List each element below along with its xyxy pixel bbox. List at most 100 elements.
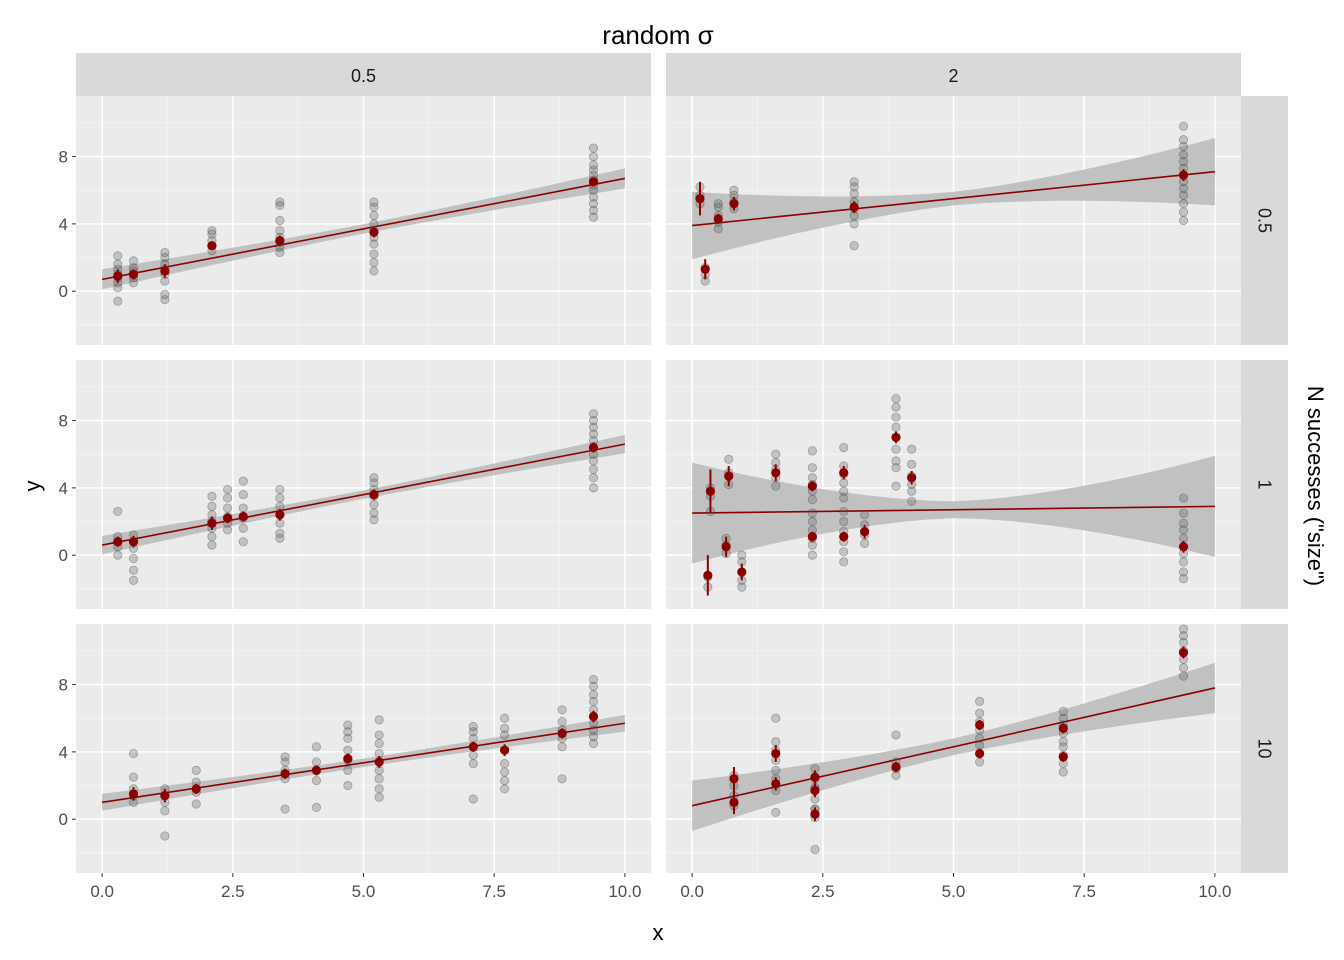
raw-point	[907, 444, 917, 454]
raw-point	[374, 738, 384, 749]
raw-point	[839, 478, 849, 488]
raw-point	[849, 182, 859, 192]
mean-point	[771, 779, 781, 789]
raw-point	[588, 674, 599, 685]
fit-line	[102, 722, 625, 804]
raw-point	[468, 722, 478, 732]
raw-point	[160, 252, 170, 263]
raw-point	[713, 202, 723, 212]
raw-point	[311, 802, 322, 812]
raw-point	[207, 540, 217, 550]
raw-point	[207, 225, 217, 236]
y-tick-label: 4	[59, 215, 68, 234]
mean-point	[724, 471, 734, 481]
mean-point	[891, 762, 901, 772]
raw-point	[468, 794, 478, 804]
raw-point	[588, 681, 599, 691]
mean-point	[975, 748, 985, 759]
raw-point	[369, 478, 379, 488]
raw-point	[1178, 671, 1189, 681]
raw-point	[500, 730, 510, 740]
fit-line	[692, 170, 1215, 227]
raw-point	[1178, 190, 1189, 200]
raw-point	[275, 215, 285, 226]
raw-point	[311, 757, 322, 767]
row-strip-label: 1	[1255, 479, 1275, 489]
raw-point	[468, 759, 478, 769]
raw-point	[275, 200, 285, 210]
raw-point	[860, 538, 870, 548]
raw-point	[128, 256, 139, 266]
fit-line	[101, 177, 626, 281]
mean-point	[700, 264, 710, 274]
raw-point	[907, 459, 917, 469]
y-tick-label: 0	[59, 546, 68, 565]
raw-point	[113, 506, 123, 517]
raw-point	[191, 799, 201, 809]
raw-point	[713, 199, 723, 209]
raw-point	[275, 197, 285, 207]
raw-point	[275, 528, 285, 538]
raw-point	[191, 765, 201, 775]
mean-point	[128, 789, 139, 799]
raw-point	[891, 456, 901, 466]
raw-point	[1178, 508, 1189, 518]
raw-point	[588, 690, 599, 700]
raw-point	[557, 705, 567, 715]
mean-point	[907, 473, 917, 483]
raw-point	[500, 784, 510, 794]
raw-point	[839, 516, 849, 527]
raw-point	[713, 224, 723, 234]
raw-point	[343, 765, 353, 775]
x-tick-label: 0.0	[680, 882, 704, 901]
raw-point	[588, 422, 599, 432]
y-tick-label: 4	[59, 479, 68, 498]
raw-point	[839, 493, 849, 503]
facet-panel: 0.0 2.5 5.0 7.5 10.0	[666, 624, 1241, 901]
raw-point	[1058, 713, 1068, 723]
raw-point	[975, 757, 985, 767]
raw-point	[160, 831, 170, 841]
panels-layer: 0.5 2 0.5 1 10 0 4 8 0 4 8 0 4 8 0.0 2.5 5.0 7.5 10.0 0.0 2.…	[59, 53, 1288, 901]
raw-point	[468, 750, 478, 760]
raw-point	[810, 844, 820, 855]
mean-point	[703, 570, 713, 580]
raw-point	[343, 727, 353, 737]
raw-point	[807, 495, 817, 505]
raw-point	[1178, 150, 1189, 160]
mean-point	[975, 720, 985, 730]
mean-point	[729, 199, 739, 209]
mean-point	[238, 511, 248, 522]
raw-point	[343, 780, 353, 791]
raw-point	[275, 484, 285, 495]
raw-point	[807, 473, 817, 483]
raw-point	[737, 582, 747, 592]
raw-point	[891, 463, 901, 473]
raw-point	[500, 713, 510, 723]
raw-point	[1178, 121, 1189, 131]
mean-point	[1178, 170, 1189, 180]
raw-point	[975, 696, 985, 706]
mean-point	[810, 772, 820, 782]
raw-point	[374, 730, 384, 740]
col-strip	[666, 53, 1241, 96]
raw-point	[588, 483, 599, 493]
raw-point	[128, 553, 139, 564]
raw-point	[891, 481, 901, 491]
raw-point	[113, 251, 123, 261]
raw-point	[1178, 637, 1189, 648]
raw-point	[839, 506, 849, 517]
mean-point	[807, 481, 817, 491]
raw-point	[1178, 663, 1189, 673]
raw-point	[275, 493, 285, 503]
raw-point	[238, 476, 248, 486]
mean-point	[849, 202, 859, 212]
mean-point	[500, 745, 510, 755]
raw-point	[275, 225, 285, 236]
x-tick-label: 5.0	[352, 882, 376, 901]
raw-point	[369, 239, 379, 249]
raw-point	[500, 723, 510, 733]
raw-point	[849, 188, 859, 199]
raw-point	[807, 516, 817, 527]
x-tick-label: 2.5	[811, 882, 835, 901]
